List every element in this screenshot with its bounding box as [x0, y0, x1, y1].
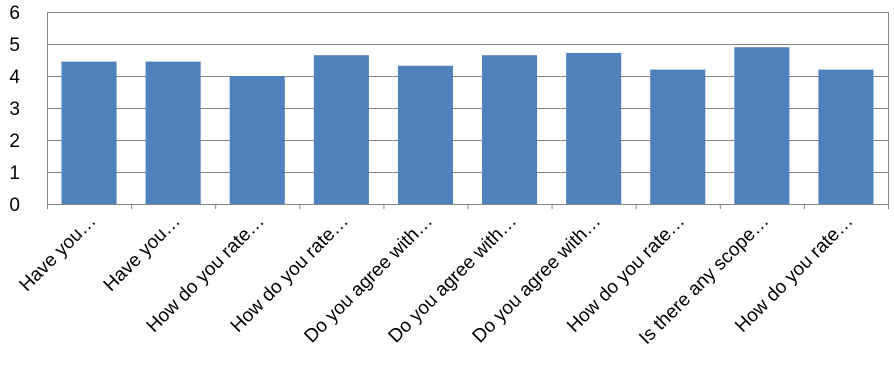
y-tick-label: 1: [9, 163, 20, 184]
y-tick-label: 0: [9, 195, 20, 216]
bar-10: [818, 69, 874, 204]
y-tick-label: 2: [9, 131, 20, 152]
bar-3: [229, 76, 285, 204]
bar-7: [566, 52, 622, 205]
x-tick-label: Have you…: [100, 211, 185, 296]
bars: [61, 47, 874, 205]
y-tick-label: 5: [9, 35, 20, 56]
bar-2: [145, 61, 201, 204]
x-tick-label: Have you…: [16, 211, 101, 296]
bar-5: [397, 65, 453, 204]
bar-4: [313, 55, 369, 205]
y-tick-label: 3: [9, 99, 20, 120]
y-tick-label: 4: [9, 67, 20, 88]
bar-9: [734, 47, 790, 205]
bar-8: [650, 69, 706, 204]
bar-1: [61, 61, 117, 204]
bar-6: [482, 55, 538, 205]
axes: [47, 12, 889, 209]
y-tick-label: 6: [9, 3, 20, 24]
x-axis-tick-labels: Have you… Have you…How do you rate…How do…: [16, 211, 858, 349]
y-axis-tick-labels: 0 1 2 3 4 5 6: [9, 3, 20, 216]
